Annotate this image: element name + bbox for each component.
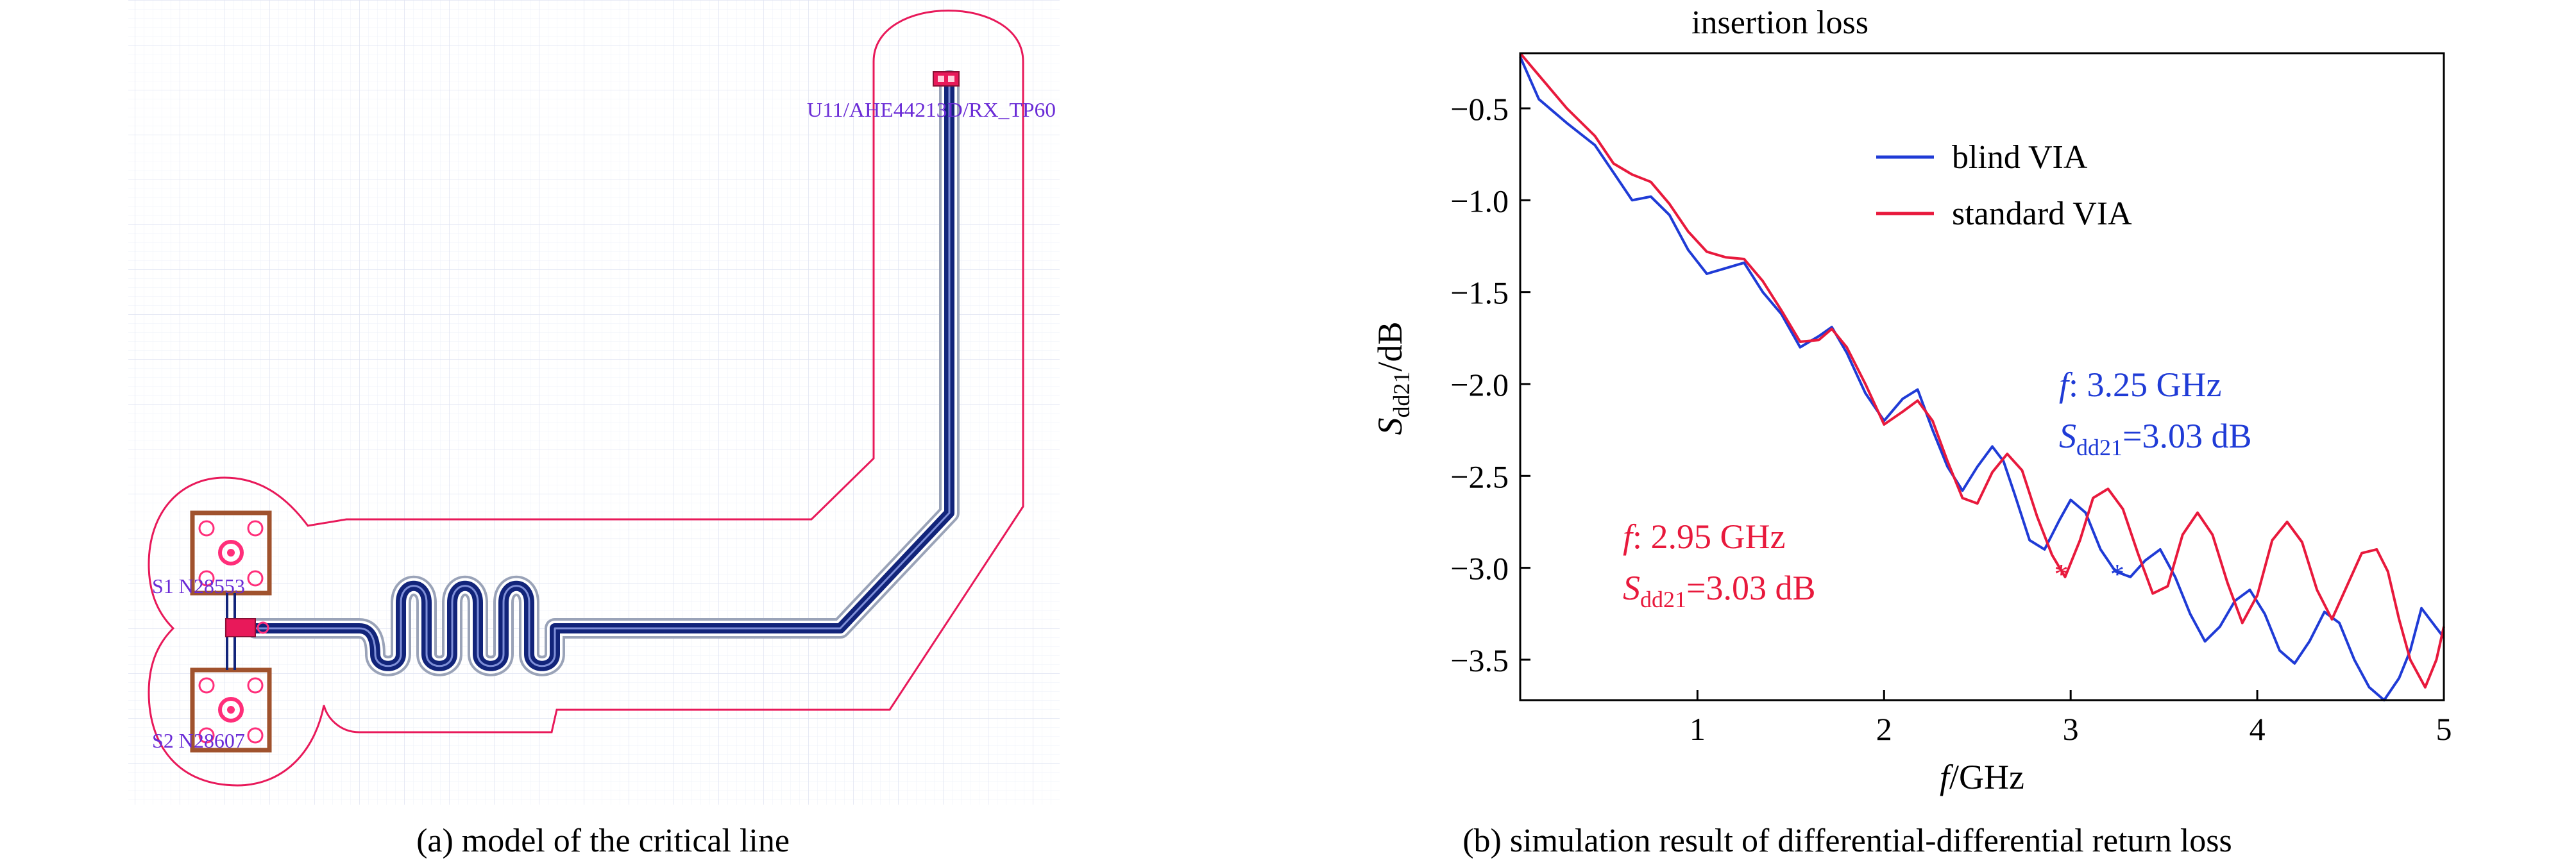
annotation-standard-value: Sdd21=3.03 dB [1623, 569, 1815, 612]
y-tick-label: −2.0 [1450, 367, 1509, 403]
legend-label-standard-via: standard VIA [1952, 196, 2132, 232]
y-tick-label: −3.5 [1450, 642, 1509, 678]
annotation-standard-freq: f: 2.95 GHz [1623, 517, 1785, 556]
marker-blind-via: * [2110, 558, 2124, 590]
x-tick-label: 5 [2436, 711, 2452, 747]
x-tick-label: 3 [2063, 711, 2079, 747]
differential-trace [245, 70, 960, 676]
annotation-blind-freq: f: 3.25 GHz [2059, 365, 2221, 404]
plot-frame [1519, 52, 2445, 701]
pcb-layout-panel: U11/AHE44213D/RX_TP60 S1 N28553 S2 N2860… [128, 0, 1060, 859]
legend: blind VIA standard VIA [1876, 139, 2132, 232]
y-tick-label: −0.5 [1450, 91, 1509, 127]
marker-standard-via: * [2055, 558, 2069, 590]
y-tick-label: −3.0 [1450, 551, 1509, 587]
x-tick-label: 2 [1876, 711, 1892, 747]
series-line-blind-via [1519, 56, 2445, 701]
breakout-vias [225, 593, 269, 670]
panel-a-caption: (a) model of the critical line [416, 823, 790, 859]
y-tick-label: −1.0 [1450, 183, 1509, 219]
plot-series-group: * * [1519, 52, 2445, 701]
y-tick-label: −1.5 [1450, 275, 1509, 311]
port1-label: S1 N28553 [152, 574, 245, 598]
chart-title: insertion loss [1691, 4, 1868, 41]
x-tick-label: 4 [2250, 711, 2266, 747]
y-axis: −0.5 −1.0 −1.5 −2.0 −2.5 −3.0 −3.5 [1450, 91, 1530, 678]
legend-label-blind-via: blind VIA [1952, 139, 2088, 176]
series-line-standard-via [1519, 52, 2445, 689]
annotation-blind-value: Sdd21=3.03 dB [2059, 417, 2251, 460]
port2-label: S2 N28607 [152, 729, 245, 752]
x-axis-label: f/GHz [1940, 758, 2024, 796]
panel-b-caption: (b) simulation result of differential-di… [1462, 823, 2232, 859]
port2-pad [190, 667, 272, 753]
y-axis-label: Sdd21/dB [1371, 321, 1414, 435]
port1-pad [190, 510, 272, 596]
pcb-grid-background [128, 0, 1060, 805]
x-axis: 1 2 3 4 5 [1690, 690, 2452, 747]
keepout-outline [148, 10, 1024, 787]
top-connector-label: U11/AHE44213D/RX_TP60 [807, 98, 1056, 121]
x-tick-label: 1 [1690, 711, 1706, 747]
insertion-loss-chart: insertion loss * * −0.5−1.0−1.5−2.0−2.5−3… [1371, 4, 2452, 859]
top-connector-pad [933, 71, 960, 87]
y-tick-label: −2.5 [1450, 458, 1509, 494]
